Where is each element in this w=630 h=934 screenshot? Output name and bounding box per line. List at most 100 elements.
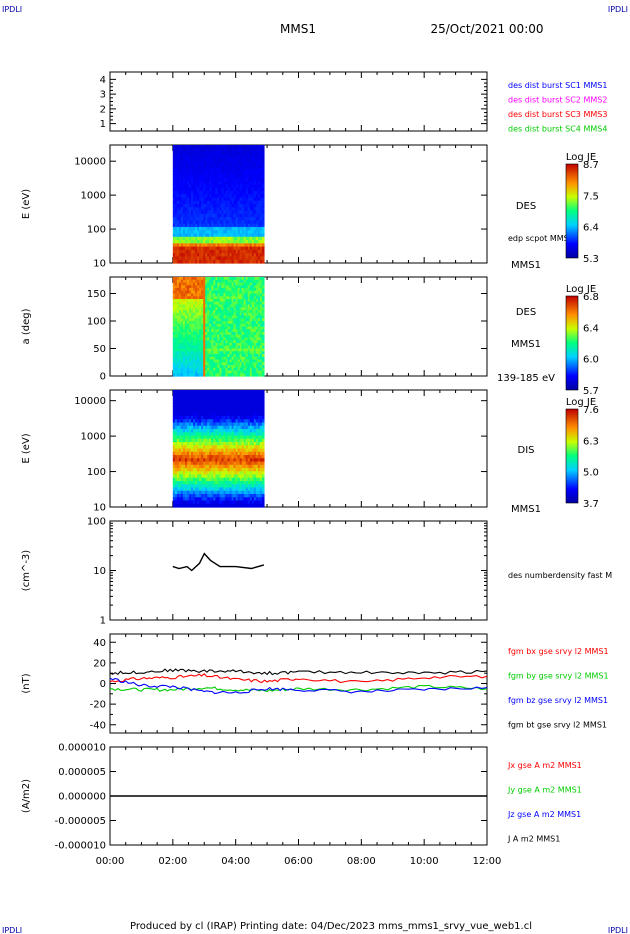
des-energy-cell [227,200,231,205]
des-energy-cell [209,226,212,231]
des-pitch-cell [197,367,200,372]
dis-energy-cell [178,468,182,472]
dis-energy-cell [199,477,202,482]
des-energy-cell [221,230,225,235]
dis-energy-cell [233,494,237,498]
des-pitch-cell [199,277,202,281]
dis-energy-cell [176,393,180,398]
des-energy-ytick-label: 10 [93,259,106,270]
dis-energy-cell [243,419,247,424]
des-energy-cell [255,197,259,202]
des-pitch-cell [213,334,216,339]
dis-energy-cell [213,500,216,505]
des-energy-cell [243,164,247,169]
des-energy-cell [217,256,220,261]
des-energy-cell [193,253,196,258]
des-pitch-cell [172,343,176,347]
des-energy-cell [233,184,237,189]
dis-energy-cell [189,409,192,414]
dis-energy-cell [245,494,249,498]
dis-energy-cell [237,432,241,437]
des-energy-cell [237,181,241,185]
des-pitch-cell [201,367,204,372]
dis-energy-cell [209,432,212,437]
des-energy-cell [255,253,259,258]
dis-energy-cell [191,455,194,459]
des-energy-cell [215,230,218,235]
dis-energy-cell [207,500,210,505]
des-energy-cell [223,210,227,215]
des-energy-cell [172,148,176,153]
des-energy-cell [193,233,196,238]
dis-energy-cell [231,474,235,479]
des-energy-cell [180,204,184,208]
des-energy-cell [174,197,178,202]
dis-energy-cell [199,494,202,498]
des-energy-cell [193,220,196,225]
dis-energy-cell [217,497,220,502]
des-energy-cell [191,226,194,231]
dis-energy-cell [187,422,190,427]
des-pitch-cell [178,373,182,377]
des-energy-cell [217,200,220,205]
des-energy-cell [217,145,220,149]
des-pitch-cell [182,279,186,284]
des-energy-cell [237,171,241,176]
des-pitch-cell [229,345,233,350]
dis-energy-cell [209,468,212,472]
des-energy-cell [205,253,208,258]
des-pitch-cell [205,348,208,352]
dis-energy-cell [176,412,180,417]
dis-energy-cell [239,494,243,498]
des-energy-cell [245,171,249,176]
des-energy-cell [182,145,186,149]
des-energy-cell [245,187,249,192]
dis-energy-cell [241,458,245,463]
des-pitch-cell [207,296,210,300]
dis-energy-cell [201,442,204,446]
des-energy-cell [217,210,220,215]
des-energy-cell [225,145,229,149]
dis-energy-cell [227,487,231,492]
des-pitch-cell [231,285,235,289]
des-pitch-cell [187,337,190,341]
dis-energy-cell [251,490,255,495]
des-pitch-cell [239,332,243,336]
des-energy-cell [235,190,239,195]
des-energy-cell [187,213,190,218]
des-pitch-cell [233,288,237,292]
des-pitch-cell [261,373,265,377]
dis-energy-cell [187,471,190,476]
des-pitch-cell [253,301,257,306]
des-pitch-cell [257,279,261,284]
des-pitch-cell [217,329,220,333]
des-pitch-colorbar-tick: 5.7 [583,386,599,397]
dis-energy-cell [172,445,176,450]
des-energy-cell [215,223,218,228]
des-energy-cell [247,181,251,185]
dis-energy-cell [172,390,176,394]
dis-energy-cell [215,445,218,450]
des-pitch-cell [219,301,223,306]
des-pitch-cell [176,370,180,374]
dis-energy-cell [178,412,182,417]
des-pitch-cell [180,343,184,347]
des-pitch-cell [243,334,247,339]
des-pitch-cell [182,343,186,347]
des-pitch-cell [215,348,218,352]
des-energy-cell [199,184,202,189]
dis-energy-cell [215,416,218,420]
des-pitch-cell [172,354,176,358]
des-pitch-cell [176,307,180,311]
des-pitch-cell [249,296,253,300]
des-pitch-cell [182,345,186,350]
des-pitch-cell [199,285,202,289]
dis-energy-cell [187,477,190,482]
des-energy-cell [217,177,220,182]
dis-energy-cell [243,500,247,505]
des-pitch-cell [233,362,237,366]
des-energy-cell [180,240,184,244]
des-energy-cell [231,177,235,182]
des-energy-cell [219,194,223,199]
des-pitch-cell [213,301,216,306]
